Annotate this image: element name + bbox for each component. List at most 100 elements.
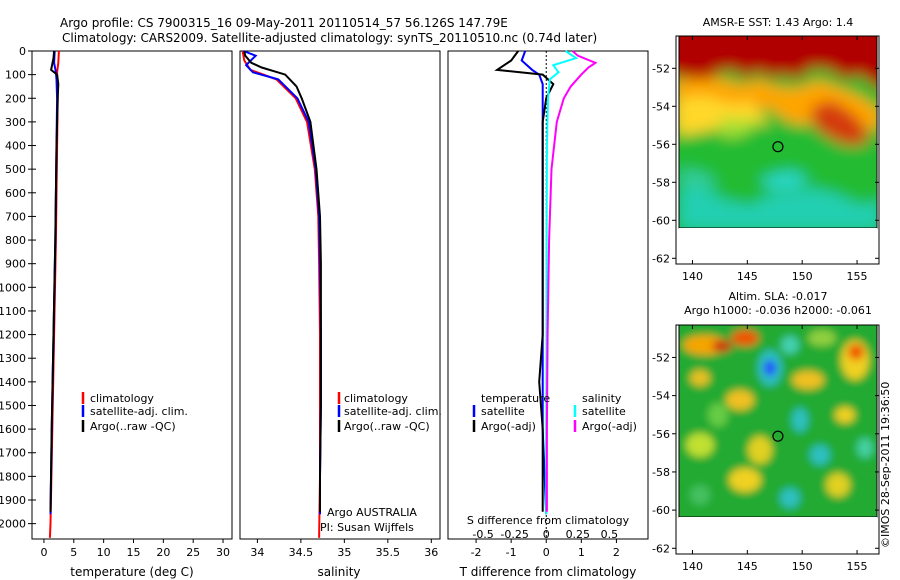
temperature-xtick-label: 30 [216, 546, 230, 559]
diff-legend-sal-argo: Argo(-adj) [582, 420, 637, 433]
sst-map-ticks: 140 145 150 155 -52 -54 -56 -58 -60 -62 [652, 36, 879, 283]
temperature-xtick-label: 10 [97, 546, 111, 559]
temperature-xtick-label: 15 [126, 546, 140, 559]
temperature-plot: 0 5 10 15 20 25 30 [32, 50, 230, 559]
depth-tick-label: 700 [5, 210, 26, 223]
temperature-legend-satellite: satellite-adj. clim. [90, 405, 188, 418]
salinity-xtick-label: 35 [337, 546, 351, 559]
salinity-xtick-label: 35.5 [376, 546, 401, 559]
difference-plot: -2 -1 0 1 2 -0.5 -0.25 0 0.25 0.5 [471, 50, 620, 559]
s-difference-xlabel: S difference from climatology [467, 514, 630, 527]
depth-tick-label: 400 [5, 140, 26, 153]
sla-map-title-line1: Altim. SLA: -0.017 [728, 290, 827, 303]
diff-legend-sal-satellite: satellite [582, 405, 626, 418]
sla-map-axes [675, 324, 880, 555]
temperature-panel-frame [31, 50, 233, 540]
temperature-legend-argo: Argo(..raw -QC) [90, 420, 176, 433]
difference-legend: temperature satellite Argo(-adj) salinit… [472, 392, 637, 433]
sst-map-title: AMSR-E SST: 1.43 Argo: 1.4 [703, 16, 854, 29]
sst-ytick-label: -54 [652, 100, 670, 113]
sla-xtick-label: 140 [682, 560, 703, 573]
depth-tick-label: 1000 [0, 281, 26, 294]
salinity-panel-frame [239, 50, 441, 540]
difference-top-tick-label: -0.5 [472, 528, 493, 541]
sst-xtick-label: 145 [737, 270, 758, 283]
argo-program-label: Argo AUSTRALIA [327, 506, 417, 519]
timestamp-label: ©IMOS 28-Sep-2011 19:36:50 [879, 382, 892, 548]
pi-label: PI: Susan Wijffels [320, 521, 414, 534]
depth-axis: 0 100 200 300 400 500 600 700 800 900 1000 1100 1200… [0, 45, 32, 531]
sst-map-empty-band [679, 228, 877, 260]
salinity-xtick-label: 36 [424, 546, 438, 559]
depth-tick-label: 1300 [0, 352, 26, 365]
depth-tick-label: 600 [5, 187, 26, 200]
depth-tick-label: 100 [5, 69, 26, 82]
depth-tick-label: 200 [5, 92, 26, 105]
depth-tick-label: 300 [5, 116, 26, 129]
depth-tick-label: 1500 [0, 399, 26, 412]
diff-legend-temp-argo: Argo(-adj) [481, 420, 536, 433]
temperature-xtick-label: 0 [40, 546, 47, 559]
difference-top-tick-label: 0 [543, 528, 550, 541]
sst-xtick-label: 150 [792, 270, 813, 283]
temperature-legend: climatology satellite-adj. clim. Argo(..… [81, 392, 188, 433]
depth-tick-label: 500 [5, 163, 26, 176]
depth-tick-label: 2000 [0, 518, 26, 531]
sst-xtick-label: 140 [682, 270, 703, 283]
temperature-xtick-label: 20 [156, 546, 170, 559]
difference-panel-frame [447, 50, 649, 540]
sst-map-axes [675, 35, 880, 265]
salinity-legend: climatology satellite-adj. clim. Argo(..… [337, 392, 442, 433]
temperature-xlabel: temperature (deg C) [70, 565, 193, 579]
difference-xtick-label: 2 [613, 546, 620, 559]
sla-map-empty-band [679, 517, 877, 551]
depth-tick-label: 1900 [0, 494, 26, 507]
depth-tick-label: 1700 [0, 447, 26, 460]
depth-tick-label: 0 [19, 45, 26, 58]
difference-series-3 [545, 50, 598, 512]
sst-argo-location-marker [772, 141, 784, 153]
sla-map-ticks: 140 145 150 155 -52 -54 -56 -58 -60 -62 [652, 325, 879, 573]
sla-ytick-label: -52 [652, 351, 670, 364]
difference-xtick-label: 0 [543, 546, 550, 559]
t-difference-xlabel: T difference from climatology [459, 565, 637, 579]
temperature-xtick-label: 5 [70, 546, 77, 559]
sla-xtick-label: 155 [847, 560, 868, 573]
sst-ytick-label: -62 [652, 252, 670, 265]
difference-xtick-label: 1 [578, 546, 585, 559]
temperature-legend-climatology: climatology [90, 392, 154, 405]
sla-xtick-label: 145 [737, 560, 758, 573]
header-title: Argo profile: CS 7900315_16 09-May-2011 … [60, 16, 508, 30]
difference-series-0 [520, 50, 548, 515]
diff-legend-salinity-heading: salinity [582, 392, 622, 405]
depth-tick-label: 1800 [0, 470, 26, 483]
depth-tick-label: 1400 [0, 376, 26, 389]
temperature-series-2 [49, 50, 60, 512]
difference-top-tick-label: 0.5 [601, 528, 619, 541]
diff-legend-temp-satellite: satellite [481, 405, 525, 418]
sst-ytick-label: -58 [652, 176, 670, 189]
difference-xtick-label: -2 [471, 546, 482, 559]
salinity-series-2 [243, 50, 322, 512]
sst-xtick-label: 155 [847, 270, 868, 283]
temperature-xtick-label: 25 [186, 546, 200, 559]
depth-tick-label: 1600 [0, 423, 26, 436]
sla-ytick-label: -58 [652, 466, 670, 479]
diff-legend-temperature-heading: temperature [481, 392, 550, 405]
sla-xtick-label: 150 [792, 560, 813, 573]
sla-ytick-label: -56 [652, 428, 670, 441]
depth-tick-label: 900 [5, 258, 26, 271]
sla-map-title-line2: Argo h1000: -0.036 h2000: -0.061 [684, 304, 872, 317]
depth-tick-label: 1200 [0, 329, 26, 342]
salinity-legend-satellite: satellite-adj. clim. [344, 405, 442, 418]
salinity-legend-argo: Argo(..raw -QC) [344, 420, 430, 433]
difference-xtick-label: -1 [506, 546, 517, 559]
depth-tick-label: 800 [5, 234, 26, 247]
salinity-xtick-label: 34 [250, 546, 264, 559]
difference-top-tick-label: -0.25 [500, 528, 528, 541]
header-subtitle: Climatology: CARS2009. Satellite-adjuste… [62, 31, 597, 45]
sst-ytick-label: -52 [652, 62, 670, 75]
salinity-xtick-label: 34.5 [289, 546, 314, 559]
depth-tick-label: 1100 [0, 305, 26, 318]
